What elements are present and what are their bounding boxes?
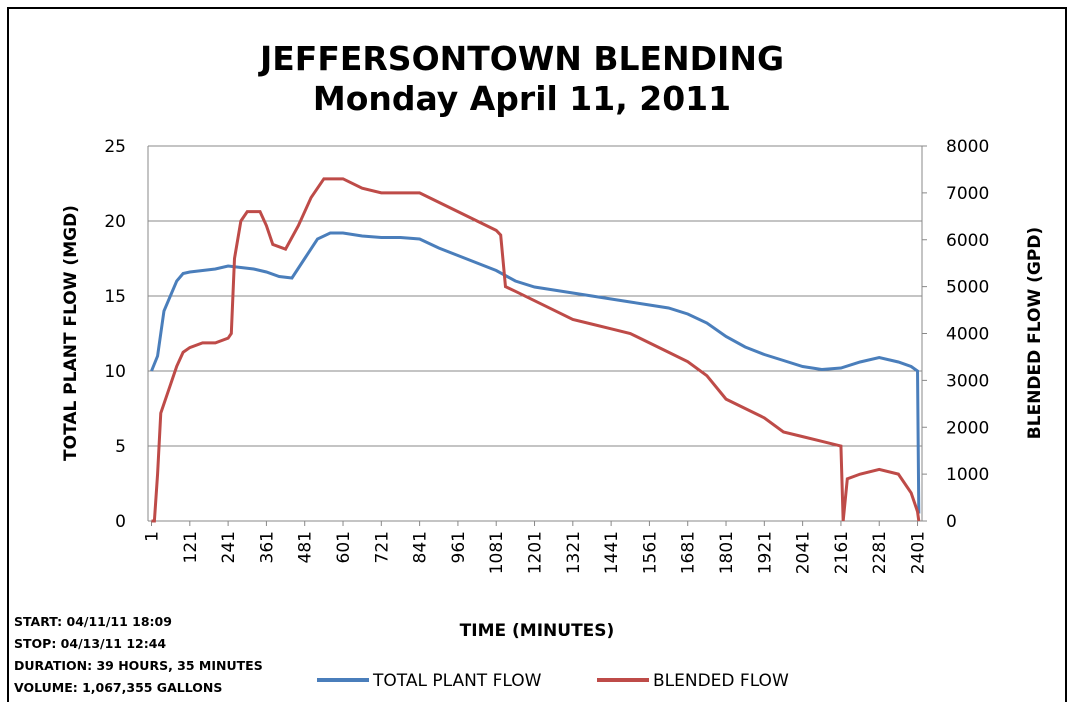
y-tick-label: 0: [115, 512, 126, 532]
y-tick-label: 5: [115, 437, 126, 457]
x-tick-label: 241: [219, 531, 239, 563]
legend-label: TOTAL PLANT FLOW: [372, 671, 542, 691]
x-tick-label: 841: [411, 531, 431, 563]
x-tick-label: 721: [372, 531, 392, 563]
x-tick-label: 2161: [832, 531, 852, 574]
annotation: STOP: 04/13/11 12:44: [14, 636, 166, 651]
annotation: START: 04/11/11 18:09: [14, 614, 172, 629]
x-tick-label: 121: [181, 531, 201, 563]
y2-tick-label: 4000: [946, 325, 989, 345]
x-tick-label: 2401: [909, 531, 929, 574]
x-tick-label: 1201: [526, 531, 546, 574]
x-tick-label: 481: [296, 531, 316, 563]
x-tick-label: 1441: [602, 531, 622, 574]
chart-subtitle: Monday April 11, 2011: [313, 79, 731, 118]
y2-tick-label: 5000: [946, 278, 989, 298]
x-tick-label: 2281: [870, 531, 890, 574]
x-tick-label: 1: [143, 531, 163, 542]
annotation: VOLUME: 1,067,355 GALLONS: [14, 680, 222, 695]
y-tick-label: 15: [104, 287, 126, 307]
x-tick-label: 1081: [487, 531, 507, 574]
legend-label: BLENDED FLOW: [653, 671, 789, 691]
x-tick-label: 1681: [679, 531, 699, 574]
x-tick-label: 601: [334, 531, 354, 563]
y2-tick-label: 2000: [946, 418, 989, 438]
x-tick-label: 361: [257, 531, 277, 563]
y2-tick-label: 7000: [946, 184, 989, 204]
y2-tick-label: 8000: [946, 137, 989, 157]
chart-title: JEFFERSONTOWN BLENDING: [258, 39, 784, 78]
y-tick-label: 20: [104, 212, 126, 232]
x-tick-label: 1801: [717, 531, 737, 574]
x-tick-label: 2041: [794, 531, 814, 574]
y2-tick-label: 3000: [946, 371, 989, 391]
x-tick-label: 1561: [640, 531, 660, 574]
series-line: [150, 231, 921, 514]
y2-axis-label: BLENDED FLOW (GPD): [1025, 227, 1045, 439]
y2-tick-label: 6000: [946, 231, 989, 251]
y-axis-label: TOTAL PLANT FLOW (MGD): [61, 205, 81, 461]
y-tick-label: 25: [104, 137, 126, 157]
y-tick-label: 10: [104, 362, 126, 382]
x-axis-label: TIME (MINUTES): [460, 621, 615, 641]
y2-tick-label: 1000: [946, 465, 989, 485]
annotation: DURATION: 39 HOURS, 35 MINUTES: [14, 658, 263, 673]
series-line: [151, 177, 921, 523]
frame: [7, 7, 1067, 702]
x-tick-label: 1321: [564, 531, 584, 574]
x-tick-label: 961: [449, 531, 469, 563]
y2-tick-label: 0: [946, 512, 957, 532]
x-tick-label: 1921: [755, 531, 775, 574]
